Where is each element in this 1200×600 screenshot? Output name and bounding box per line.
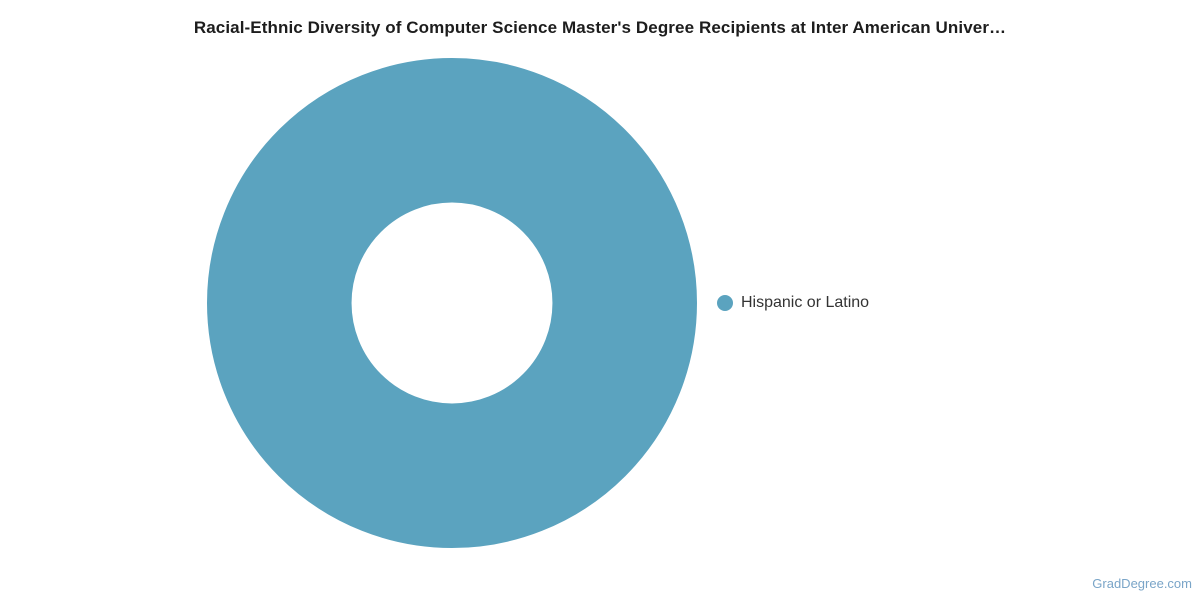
legend-label: Hispanic or Latino bbox=[741, 294, 870, 311]
chart-title: Racial-Ethnic Diversity of Computer Scie… bbox=[193, 18, 1007, 37]
watermark-link[interactable]: GradDegree.com bbox=[1092, 576, 1192, 591]
donut-chart bbox=[207, 58, 697, 548]
legend: Hispanic or Latino bbox=[717, 292, 869, 314]
legend-item[interactable]: Hispanic or Latino bbox=[717, 294, 869, 312]
legend-marker-icon bbox=[717, 295, 733, 311]
donut-slice-0[interactable] bbox=[207, 58, 697, 548]
